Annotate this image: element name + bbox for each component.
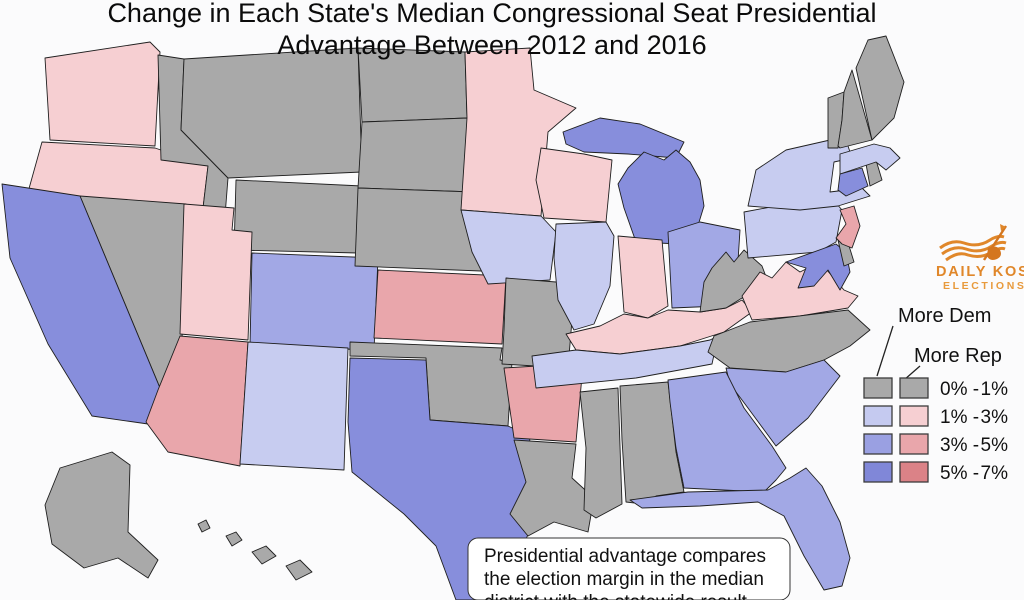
logo-text-daily-kos: DAILY KOS [936,264,1024,280]
legend-range-1-left: 1% - [940,407,979,428]
legend-swatch-dem-0-1 [863,377,893,399]
state-utah[interactable] [179,203,253,341]
state-hawaii[interactable] [197,519,313,581]
state-wisconsin[interactable] [535,147,613,223]
state-new-jersey[interactable] [835,205,861,249]
title-block: Change in Each State's Median Congressio… [107,0,876,60]
footnote-line1: Presidential advantage compares [484,546,766,567]
state-michigan[interactable] [617,149,705,245]
state-florida[interactable] [629,467,851,591]
state-california[interactable] [1,183,161,425]
logo-text-elections: ELECTIONS [943,280,1024,292]
state-north-carolina[interactable] [707,309,871,373]
legend-range-1-right: 3% [981,407,1009,428]
state-michigan-upper-peninsula[interactable] [562,117,685,159]
map-title-line1: Change in Each State's Median Congressio… [107,0,876,28]
state-alaska[interactable] [44,451,159,579]
flag-icon [939,224,1008,262]
state-louisiana[interactable] [509,439,595,537]
legend-swatch-rep-5-7 [899,461,929,483]
legend-swatch-dem-5-7 [863,461,893,483]
state-wyoming[interactable] [233,179,363,254]
legend-range-2-right: 5% [981,435,1009,456]
legend-dem-label: More Dem [898,305,991,327]
state-colorado[interactable] [249,252,379,351]
legend-rep-label: More Rep [914,345,1002,367]
state-illinois[interactable] [553,221,615,331]
daily-kos-elections-logo: DAILY KOS ELECTIONS [936,224,1024,292]
state-south-dakota[interactable] [357,117,479,193]
legend-swatch-rep-3-5 [899,433,929,455]
legend-swatch-dem-3-5 [863,433,893,455]
map-title-line2: Advantage Between 2012 and 2016 [277,30,706,60]
state-georgia[interactable] [667,371,787,493]
legend-dem-leader-line [876,325,894,377]
footnote-line3: district with the statewide result [484,592,748,600]
legend-range-3-right: 7% [981,463,1009,484]
state-new-hampshire[interactable] [837,69,873,149]
state-massachusetts[interactable] [839,143,901,175]
legend-range-2-left: 3% - [940,435,979,456]
legend-range-3-left: 5% - [940,463,979,484]
footnote-block: Presidential advantage compares the elec… [467,537,791,600]
legend-swatch-rep-1-3 [899,405,929,427]
state-maine[interactable] [855,35,905,141]
state-iowa[interactable] [460,209,557,285]
legend-range-0-left: 0% - [940,379,979,400]
state-kansas[interactable] [373,269,507,345]
state-new-york[interactable] [747,139,871,211]
state-minnesota[interactable] [460,47,577,217]
states-layer [1,35,905,600]
state-connecticut[interactable] [837,167,869,197]
legend-swatch-rep-0-1 [899,377,929,399]
map-legend: More Dem More Rep 0% - 1% 1% - 3% 3% - 5… [863,305,1009,484]
state-montana[interactable] [180,47,363,179]
legend-swatch-dem-1-3 [863,405,893,427]
legend-range-0-right: 1% [981,379,1009,400]
footnote-box [467,537,791,600]
state-washington[interactable] [44,41,161,147]
footnote-line2: the election margin in the median [484,569,764,590]
state-new-mexico[interactable] [239,341,349,471]
state-indiana[interactable] [617,235,669,319]
state-mississippi[interactable] [579,387,623,519]
